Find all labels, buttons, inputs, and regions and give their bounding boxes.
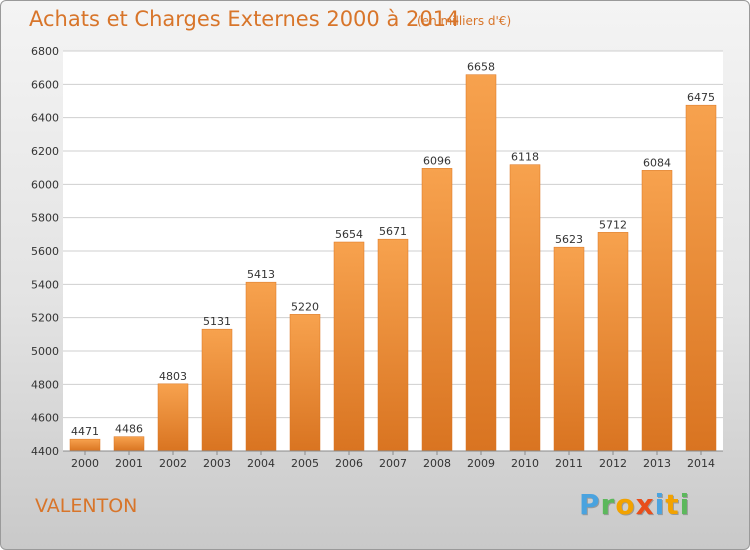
logo-letter: i <box>679 488 691 521</box>
x-tick-label: 2012 <box>599 457 627 470</box>
x-tick-label: 2004 <box>247 457 275 470</box>
x-tick-label: 2010 <box>511 457 539 470</box>
logo-letter: o <box>615 488 636 521</box>
bar-2013 <box>641 170 673 452</box>
y-tick-label: 5200 <box>31 312 59 325</box>
bar-2010 <box>509 164 541 452</box>
logo-letter: r <box>600 488 616 521</box>
logo-letter: x <box>635 488 655 521</box>
bar-2001 <box>113 436 145 452</box>
y-tick-label: 6400 <box>31 112 59 125</box>
bar-value-label: 4486 <box>115 423 143 436</box>
x-tick-label: 2001 <box>115 457 143 470</box>
bar-value-label: 6084 <box>643 156 671 169</box>
y-tick-label: 4800 <box>31 378 59 391</box>
x-tick-label: 2003 <box>203 457 231 470</box>
bar-2012 <box>597 232 629 452</box>
y-tick-label: 6000 <box>31 178 59 191</box>
bar-value-label: 5712 <box>599 218 627 231</box>
bar-value-label: 5654 <box>335 228 363 241</box>
bar-2007 <box>377 238 409 452</box>
bar-2006 <box>333 241 365 452</box>
bar-2011 <box>553 246 585 452</box>
x-tick-label: 2005 <box>291 457 319 470</box>
place-name: VALENTON <box>35 495 138 517</box>
bar-2005 <box>289 314 321 452</box>
bar-value-label: 5671 <box>379 225 407 238</box>
x-tick-label: 2007 <box>379 457 407 470</box>
x-tick-label: 2002 <box>159 457 187 470</box>
x-tick-label: 2008 <box>423 457 451 470</box>
bar-2004 <box>245 281 277 452</box>
x-tick-label: 2013 <box>643 457 671 470</box>
bar-value-label: 5131 <box>203 315 231 328</box>
bar-value-label: 5623 <box>555 233 583 246</box>
chart-title: Achats et Charges Externes 2000 à 2014 <box>29 7 460 31</box>
x-tick-label: 2000 <box>71 457 99 470</box>
y-tick-label: 5800 <box>31 212 59 225</box>
bar-value-label: 5413 <box>247 268 275 281</box>
bar-2003 <box>201 328 233 452</box>
x-tick-label: 2009 <box>467 457 495 470</box>
y-tick-label: 6600 <box>31 78 59 91</box>
bar-value-label: 4803 <box>159 370 187 383</box>
bar-value-label: 5220 <box>291 300 319 313</box>
bar-2008 <box>421 168 453 452</box>
bar-value-label: 6096 <box>423 154 451 167</box>
logo-letter: P <box>579 488 601 521</box>
bar-2014 <box>685 104 717 452</box>
y-tick-label: 4600 <box>31 412 59 425</box>
bar-2002 <box>157 383 189 452</box>
logo-letter: i <box>654 488 666 521</box>
bar-value-label: 4471 <box>71 425 99 438</box>
y-tick-label: 5000 <box>31 345 59 358</box>
y-tick-label: 6800 <box>31 45 59 58</box>
logo-letter: t <box>665 488 680 521</box>
y-tick-label: 5600 <box>31 245 59 258</box>
y-tick-label: 6200 <box>31 145 59 158</box>
chart-subtitle: (en milliers d'€) <box>417 14 512 28</box>
bar-value-label: 6658 <box>467 61 495 74</box>
proxiti-logo: Proxiti <box>579 488 690 521</box>
bar-2009 <box>465 74 497 452</box>
x-tick-label: 2014 <box>687 457 715 470</box>
y-tick-label: 4400 <box>31 445 59 458</box>
x-tick-label: 2006 <box>335 457 363 470</box>
bar-value-label: 6118 <box>511 151 539 164</box>
bar-2000 <box>69 438 101 452</box>
x-tick-label: 2011 <box>555 457 583 470</box>
bar-value-label: 6475 <box>687 91 715 104</box>
y-tick-label: 5400 <box>31 278 59 291</box>
